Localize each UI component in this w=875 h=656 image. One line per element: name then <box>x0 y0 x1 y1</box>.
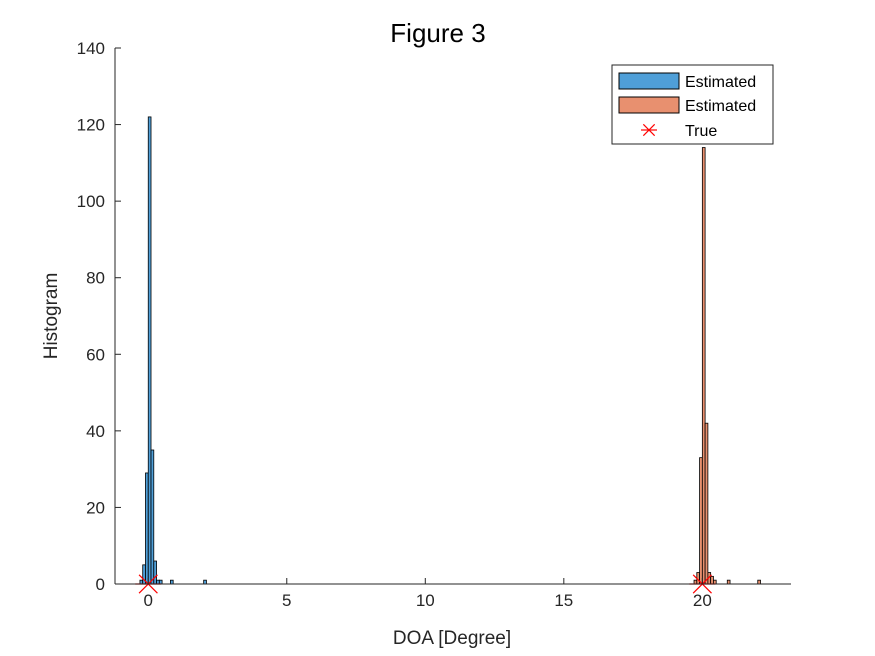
bar-series0-bin5 <box>153 560 157 585</box>
tick-labels: 0 5 10 15 20 0 20 40 60 80 100 120 140 <box>77 39 712 610</box>
legend: Estimated Estimated True <box>611 64 774 145</box>
bar-series0-bin8 <box>170 579 174 585</box>
x-tick-label: 10 <box>416 591 435 610</box>
x-tick-label: 15 <box>554 591 573 610</box>
bar-series0-bin2 <box>145 472 149 585</box>
x-tick-label: 20 <box>693 591 712 610</box>
axes <box>114 47 791 585</box>
y-tick-label: 80 <box>86 269 105 288</box>
y-tick-label: 20 <box>86 498 105 517</box>
y-axis-label: Histogram <box>41 273 62 360</box>
bar-series1-bin3 <box>701 147 706 585</box>
bar-series0-bin3 <box>147 116 152 585</box>
bar-series1-bin6 <box>710 575 714 585</box>
bar-series1-bin8 <box>726 579 731 585</box>
x-axis-label: DOA [Degree] <box>393 628 511 649</box>
x-tick-label: 0 <box>144 591 153 610</box>
y-tick-label: 0 <box>96 575 105 594</box>
legend-label-estimated-orange: Estimated <box>685 98 756 115</box>
legend-label-true: True <box>685 123 717 140</box>
y-tick-label: 120 <box>77 116 105 135</box>
legend-swatch-estimated-blue <box>618 72 680 90</box>
y-tick-label: 60 <box>86 345 105 364</box>
bar-series0-bin4 <box>150 449 155 585</box>
bar-series1-bin2 <box>699 457 703 585</box>
bar-series0-bin9 <box>203 579 207 585</box>
legend-marker-true <box>641 123 657 137</box>
legend-star-icon <box>641 123 657 137</box>
y-tick-label: 40 <box>86 422 105 441</box>
bar-series1-bin4 <box>704 422 709 585</box>
bar-series1-bin9 <box>757 579 761 585</box>
y-tick-label: 140 <box>77 39 105 58</box>
chart-title: Figure 3 <box>390 18 485 48</box>
x-tick-label: 5 <box>282 591 291 610</box>
legend-label-estimated-blue: Estimated <box>685 74 756 91</box>
y-tick-label: 100 <box>77 192 105 211</box>
legend-swatch-estimated-orange <box>618 96 680 114</box>
